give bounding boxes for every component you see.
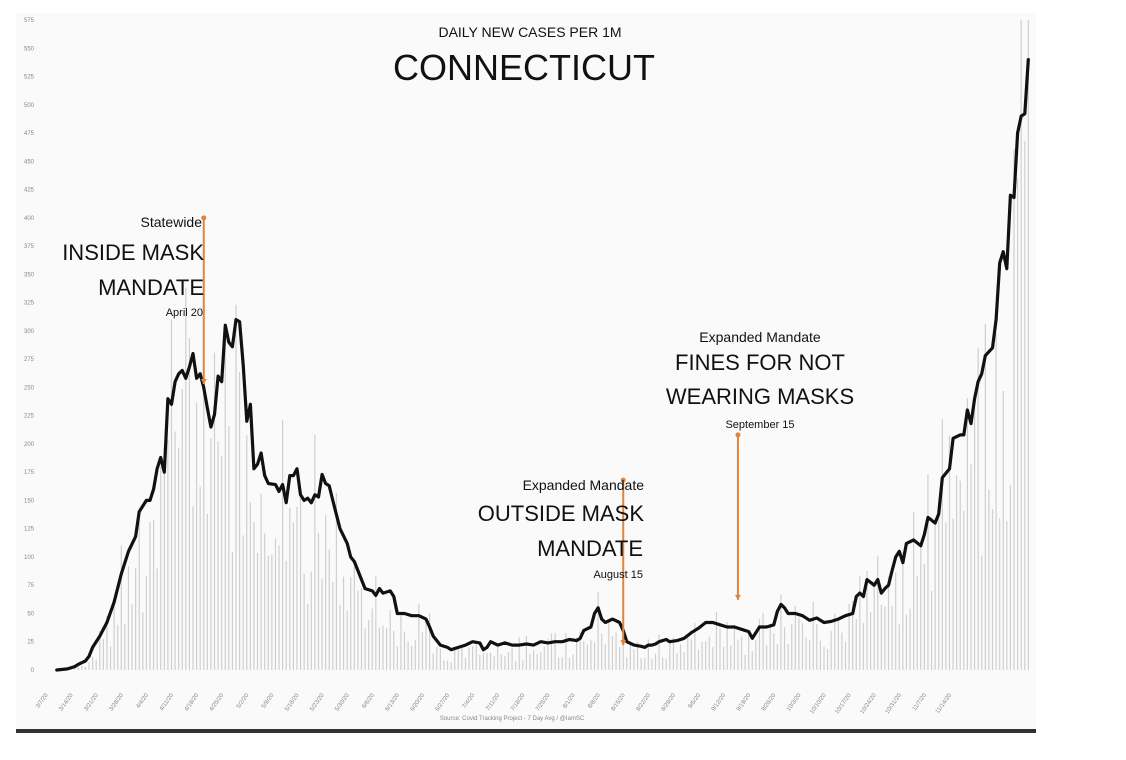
y-tick-label: 50 [27,611,34,617]
bg-bars [59,20,1029,670]
x-tick-label: 4/18/20 [184,692,201,712]
x-tick-label: 3/14/20 [58,692,75,712]
x-tick-label: 5/30/20 [334,692,351,712]
y-tick-label: 300 [24,329,35,335]
x-tick-label: 5/9/20 [261,692,276,710]
x-tick-label: 3/21/20 [83,692,100,712]
y-tick-label: 550 [24,46,35,52]
source-note: Source: Covid Tracking Project - 7 Day A… [440,716,585,722]
y-tick-label: 425 [24,188,35,194]
y-tick-label: 450 [24,159,35,165]
y-tick-label: 225 [24,414,35,420]
y-tick-label: 475 [24,131,35,137]
annotation-arrowhead [734,594,741,600]
annotation-headline: MANDATE [98,275,204,300]
x-tick-label: 9/26/20 [761,692,778,712]
x-tick-label: 8/22/20 [636,692,653,712]
chart-title: CONNECTICUT [393,47,655,88]
annotation-dot [620,477,626,483]
x-tick-label: 10/24/20 [860,692,879,715]
x-tick-label: 9/19/20 [736,692,753,712]
annotations: Statewide INSIDE MASK MANDATE April 20 Expan… [62,214,854,646]
x-tick-label: 6/13/20 [385,692,402,712]
x-tick-label: 7/18/20 [510,692,527,712]
x-tick-label: 7/25/20 [535,692,552,712]
y-tick-label: 100 [24,555,35,561]
x-tick-label: 11/7/20 [912,692,929,712]
x-tick-label: 3/28/20 [109,692,126,712]
annotation-label: Statewide [141,214,203,230]
x-tick-label: 5/2/20 [236,692,251,710]
annotation-dot [201,215,207,221]
x-tick-label: 6/20/20 [410,692,427,712]
x-tick-label: 9/5/20 [688,692,703,710]
annotation-headline: WEARING MASKS [666,384,854,409]
y-tick-label: 375 [24,244,35,250]
y-tick-label: 75 [27,583,34,589]
x-tick-label: 7/4/20 [462,692,477,710]
y-tick-label: 575 [24,18,35,24]
x-tick-label: 4/25/20 [209,692,226,712]
annotation-dot [735,432,741,438]
y-tick-label: 500 [24,103,35,109]
annotation-label: Expanded Mandate [699,329,821,345]
x-tick-label: 10/3/20 [786,692,803,712]
x-tick-label: 5/16/20 [284,692,301,712]
x-tick-label: 8/8/20 [587,692,602,710]
x-tick-label: 7/11/20 [485,692,502,712]
x-tick-label: 8/1/20 [562,692,577,710]
x-tick-label: 4/11/20 [159,692,176,712]
annotation-label: Expanded Mandate [523,477,645,493]
x-tick-label: 9/12/20 [711,692,728,712]
x-tick-label: 4/4/20 [136,692,151,710]
x-tick-label: 3/7/20 [35,692,50,710]
x-tick-label: 10/31/20 [885,692,904,715]
series-line [55,58,1030,672]
y-axis: 0 25 50 75 100 125 150 175 200 225 250 275 300 325 350… [24,18,35,674]
y-tick-label: 400 [24,216,35,222]
series-group [55,58,1030,672]
annotation-arrowhead [620,640,627,646]
y-tick-label: 25 [27,640,34,646]
x-tick-label: 6/6/20 [361,692,376,710]
y-tick-label: 350 [24,272,35,278]
x-tick-label: 8/15/20 [610,692,627,712]
y-tick-label: 125 [24,527,35,533]
y-tick-label: 275 [24,357,35,363]
bottom-rule [16,729,1036,733]
annotation-headline: INSIDE MASK [62,240,204,265]
x-axis: 3/7/20 3/14/20 3/21/20 3/28/20 4/4/20 4/11/20… [35,692,953,715]
x-tick-label: 10/17/20 [834,692,853,715]
y-tick-label: 150 [24,498,35,504]
x-tick-label: 6/27/20 [435,692,452,712]
annotation-date: August 15 [593,569,643,581]
y-tick-label: 175 [24,470,35,476]
x-tick-label: 10/10/20 [809,692,828,715]
y-tick-label: 0 [31,668,35,674]
annotation-arrowhead [200,379,207,384]
annotation-headline: OUTSIDE MASK [478,501,645,526]
annotation-headline: MANDATE [537,536,643,561]
annotation-date: September 15 [725,419,794,431]
x-tick-label: 8/29/20 [661,692,678,712]
annotation-date: April 20 [166,307,203,319]
y-tick-label: 200 [24,442,35,448]
y-tick-label: 250 [24,385,35,391]
y-tick-label: 525 [24,75,35,81]
chart-subtitle: DAILY NEW CASES PER 1M [438,24,621,40]
x-tick-label: 5/23/20 [309,692,326,712]
y-tick-label: 325 [24,301,35,307]
annotation-headline: FINES FOR NOT [675,350,845,375]
x-tick-label: 11/14/20 [935,692,953,715]
